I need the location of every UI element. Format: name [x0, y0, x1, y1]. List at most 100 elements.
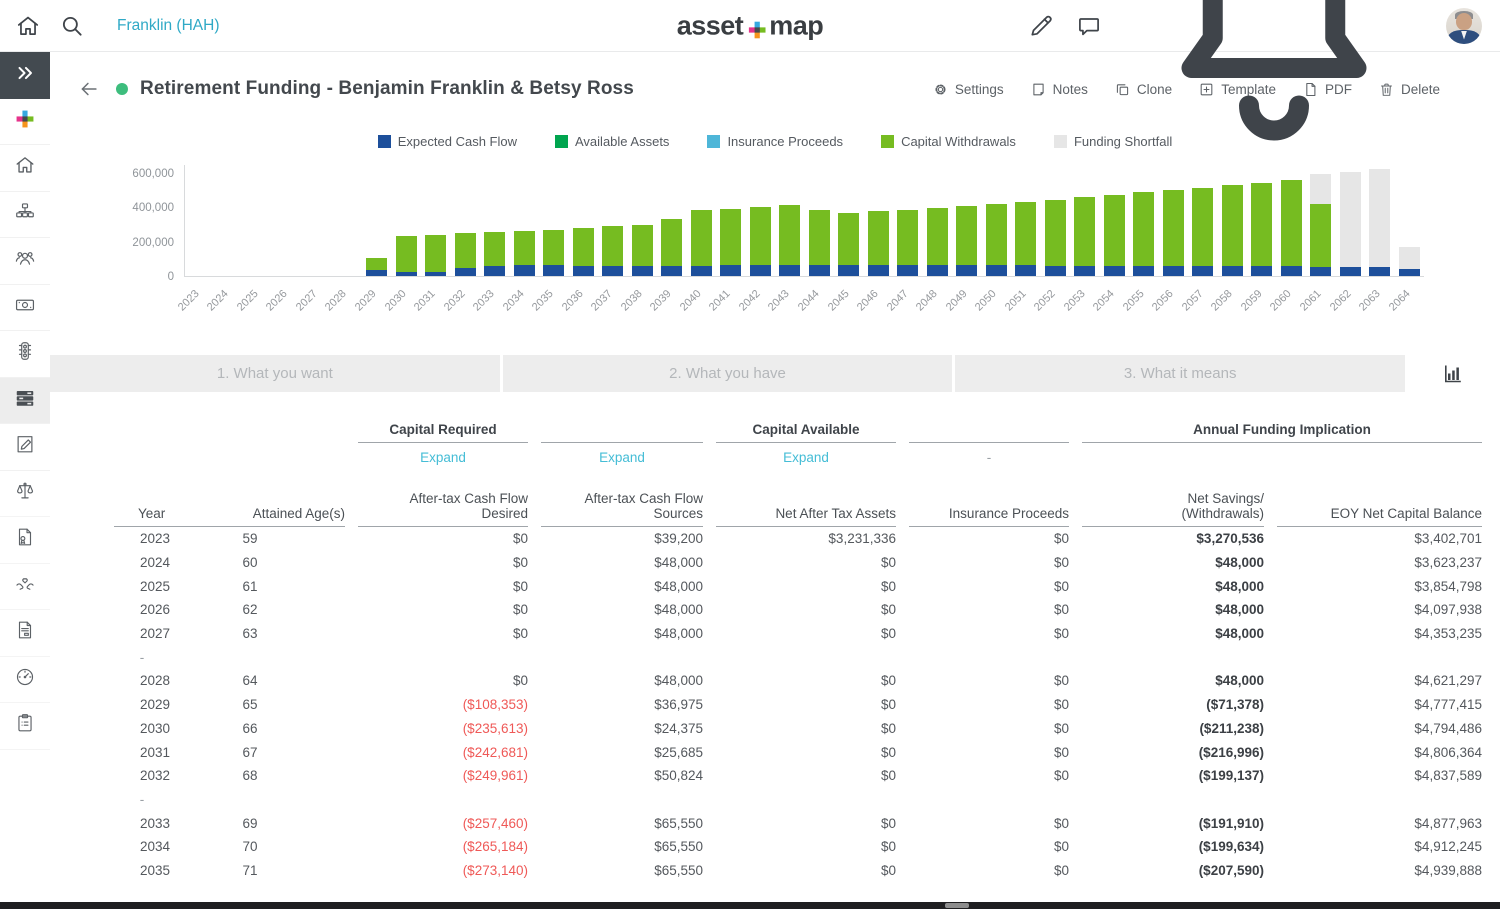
- legend-item: Available Assets: [555, 134, 669, 149]
- sidebar-item-tasks[interactable]: [0, 703, 50, 750]
- hierarchy-icon: [14, 201, 36, 228]
- scrollbar-handle[interactable]: [945, 903, 969, 908]
- expand-link[interactable]: Expand: [783, 450, 829, 465]
- chart-bar-2026: [274, 165, 304, 276]
- cell: 71: [242, 862, 258, 878]
- bar-segment: [897, 265, 919, 276]
- cell: ($216,996): [1198, 744, 1264, 760]
- bar-segment: [1074, 196, 1096, 266]
- page-header: Retirement Funding - Benjamin Franklin &…: [50, 52, 1500, 100]
- table-expand-row: Expand Expand Expand -: [114, 448, 1500, 465]
- sidebar-item-home[interactable]: [0, 145, 50, 192]
- action-template-button[interactable]: Template: [1198, 81, 1276, 98]
- bar-segment: [1221, 185, 1243, 267]
- certificate-icon: [14, 526, 36, 553]
- cell: $0: [880, 815, 896, 831]
- cell: $0: [1053, 578, 1069, 594]
- tab-3[interactable]: 3. What it means: [955, 355, 1406, 392]
- cell: ($108,353): [462, 697, 528, 713]
- cell: $48,000: [1215, 673, 1264, 689]
- divider-dash: -: [139, 791, 145, 807]
- action-clone-button[interactable]: Clone: [1114, 81, 1172, 98]
- cell: 2035: [139, 862, 170, 878]
- sidebar-item-care[interactable]: [0, 564, 50, 610]
- cell: $0: [1053, 815, 1069, 831]
- cell: $4,353,235: [1414, 626, 1482, 642]
- cell: $48,000: [654, 578, 703, 594]
- bar-segment: [690, 209, 712, 266]
- action-label: Settings: [954, 81, 1004, 97]
- action-pdf-button[interactable]: PDF: [1302, 81, 1352, 98]
- invoice-icon: [14, 619, 36, 646]
- chat-icon[interactable]: [1076, 13, 1102, 39]
- cell: ($242,681): [462, 744, 528, 760]
- action-delete-button[interactable]: Delete: [1378, 81, 1440, 98]
- cell: $3,623,237: [1414, 555, 1482, 571]
- legend-swatch: [881, 135, 895, 148]
- expand-link[interactable]: Expand: [599, 450, 645, 465]
- legend-label: Insurance Proceeds: [727, 134, 844, 149]
- sidebar-item-household[interactable]: [0, 192, 50, 238]
- bar-segment: [897, 209, 919, 266]
- chart-bar-2048: [923, 165, 953, 276]
- action-settings-button[interactable]: Settings: [932, 81, 1004, 98]
- legend-swatch: [707, 135, 721, 148]
- hands-heart-icon: [14, 573, 36, 600]
- template-icon: [1198, 81, 1215, 98]
- cell: $65,550: [654, 815, 703, 831]
- pencil-icon[interactable]: [1028, 13, 1054, 39]
- bell-icon[interactable]: [1124, 0, 1424, 177]
- chart-toggle-button[interactable]: [1436, 358, 1470, 389]
- chart-bar-2024: [215, 165, 245, 276]
- bar-segment: [602, 226, 624, 267]
- tab-2[interactable]: 2. What you have: [502, 355, 953, 392]
- cell: $0: [1053, 744, 1069, 760]
- sidebar-item-people[interactable]: [0, 238, 50, 285]
- cell: 69: [242, 815, 258, 831]
- cell: 2028: [139, 673, 170, 689]
- cell: 2024: [139, 555, 170, 571]
- chart-bar-2033: [480, 165, 510, 276]
- bar-segment: [838, 212, 860, 266]
- funding-table: Capital Required Capital Available Annua…: [50, 392, 1500, 882]
- cell: 64: [242, 673, 258, 689]
- cell: $3,231,336: [828, 531, 896, 547]
- sidebar-item-gauge[interactable]: [0, 657, 50, 703]
- bar-segment: [985, 265, 1007, 276]
- home-icon: [14, 154, 36, 181]
- back-arrow-icon[interactable]: [78, 78, 100, 100]
- expand-link[interactable]: Expand: [420, 450, 466, 465]
- sidebar-item-reports[interactable]: [0, 377, 50, 424]
- cell: $4,097,938: [1414, 602, 1482, 618]
- column-header-year-age: Year Attained Age(s): [114, 491, 345, 527]
- sidebar-item-signals[interactable]: [0, 331, 50, 378]
- tab-1[interactable]: 1. What you want: [50, 355, 500, 392]
- cell: $36,975: [654, 697, 703, 713]
- cell: 2030: [139, 720, 170, 736]
- horizontal-scrollbar[interactable]: [0, 902, 1500, 909]
- sidebar-item-assetmap-brand[interactable]: [0, 99, 50, 145]
- cell: ($235,613): [462, 720, 528, 736]
- sidebar-item-certificate[interactable]: [0, 517, 50, 564]
- sidebar-item-money[interactable]: [0, 285, 50, 331]
- search-icon[interactable]: [59, 13, 85, 39]
- sidebar-item-invoice[interactable]: [0, 610, 50, 657]
- cell: $4,806,364: [1414, 744, 1482, 760]
- home-icon[interactable]: [15, 13, 41, 39]
- bar-segment: [1310, 204, 1332, 267]
- notifications[interactable]: 99+: [1124, 0, 1424, 178]
- table-row-2032: 2032 68 ($249,961) $50,824 $0 $0 ($199,137) $4,…: [114, 764, 1500, 788]
- action-notes-button[interactable]: Notes: [1030, 81, 1088, 98]
- chart-bar-2054: [1100, 165, 1130, 276]
- client-name-link[interactable]: Franklin (HAH): [117, 16, 220, 34]
- cell: ($71,378): [1206, 697, 1264, 713]
- sidebar-item-legal[interactable]: [0, 471, 50, 517]
- sidebar-item-collapse[interactable]: [0, 52, 50, 99]
- sidebar-item-esign[interactable]: [0, 424, 50, 471]
- chart-bar-2023: [185, 165, 215, 276]
- cell: ($249,961): [462, 768, 528, 784]
- group-capital-available: Capital Available: [716, 422, 896, 443]
- cell: 65: [242, 697, 258, 713]
- avatar[interactable]: [1446, 7, 1482, 44]
- cell: $4,777,415: [1414, 697, 1482, 713]
